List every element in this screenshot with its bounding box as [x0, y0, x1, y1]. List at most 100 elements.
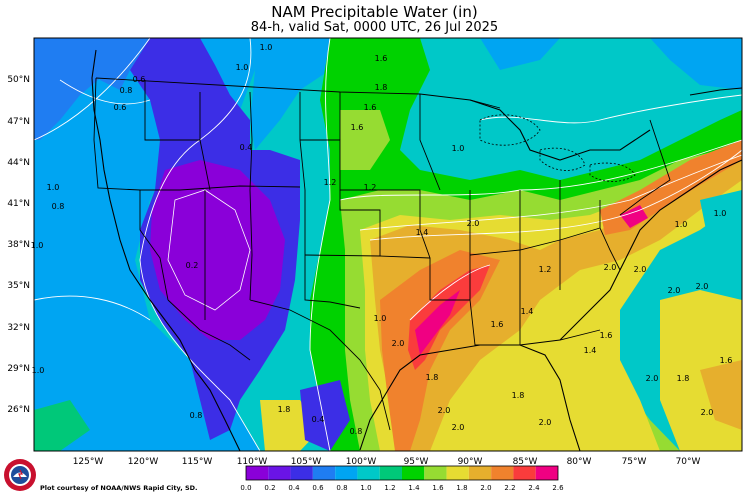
contour-label: 1.6 — [720, 356, 733, 365]
contour-label: 2.0 — [696, 282, 709, 291]
contour-label: 2.0 — [392, 339, 405, 348]
field-yellowgreen-1 — [340, 110, 390, 170]
contour-label: 1.6 — [351, 123, 364, 132]
colorbar-tick-label: 0.2 — [264, 484, 275, 492]
state-borders — [93, 77, 671, 431]
colorbar-swatch — [335, 466, 358, 480]
contour-label: 1.6 — [491, 320, 504, 329]
contour-label: 2.0 — [701, 408, 714, 417]
contour-label: 1.4 — [521, 307, 534, 316]
lon-label: 105°W — [291, 457, 322, 467]
contour-label: 1.8 — [426, 373, 439, 382]
contour-label: 1.0 — [47, 183, 60, 192]
colorbar-tick-label: 1.4 — [408, 484, 420, 492]
contour-label: 0.8 — [190, 411, 203, 420]
colorbar-tick-label: 1.2 — [384, 484, 395, 492]
lon-label: 110°W — [237, 457, 268, 467]
lon-label: 70°W — [676, 457, 701, 467]
nws-logo-bolt-icon — [18, 469, 23, 480]
contour-label: 2.0 — [634, 265, 647, 274]
contour-label: 0.8 — [52, 202, 65, 211]
map-field — [34, 38, 742, 451]
lon-label: 80°W — [567, 457, 592, 467]
colorbar-tick-label: 2.0 — [480, 484, 491, 492]
contour-label: 1.6 — [600, 331, 613, 340]
field-blue-mexico — [300, 380, 350, 451]
contour-label: 0.8 — [350, 427, 363, 436]
colorbar: 0.0 0.2 0.4 0.6 0.8 1.0 1.2 1.4 1.6 1.8 2.0 2.2 2.4 2… — [240, 465, 564, 492]
lon-label: 85°W — [513, 457, 538, 467]
contour-label: 1.0 — [236, 63, 249, 72]
contour-label: 0.2 — [186, 261, 199, 270]
contour-label: 0.4 — [312, 415, 325, 424]
contour-label: 1.8 — [278, 405, 291, 414]
field-cyan-ocean — [700, 190, 742, 260]
latitude-labels: 50°N 47°N 44°N 41°N 38°N 35°N 32°N 29°N 26°N — [7, 75, 30, 415]
colorbar-swatch — [312, 466, 336, 480]
map-subtitle: 84-h, valid Sat, 0000 UTC, 26 Jul 2025 — [250, 20, 499, 35]
field-orange-light-band — [370, 150, 742, 451]
nws-logo — [4, 459, 36, 491]
colorbar-swatch — [513, 466, 536, 480]
contour-label: 1.8 — [512, 391, 525, 400]
field-blue-nw — [34, 38, 120, 140]
contour-label: 1.8 — [677, 374, 690, 383]
contour-label: 1.4 — [416, 228, 429, 237]
field-green-pacific — [34, 400, 90, 451]
colorbar-swatch — [491, 466, 514, 480]
contour-label: 1.6 — [364, 103, 377, 112]
contour-label: 1.8 — [375, 83, 388, 92]
colorbar-tick-label: 2.4 — [528, 484, 540, 492]
contour-label: 1.0 — [374, 314, 387, 323]
contour-label: 1.0 — [31, 241, 44, 250]
colorbar-swatch — [268, 466, 291, 480]
lon-label: 100°W — [346, 457, 377, 467]
contour-label: 1.2 — [364, 183, 377, 192]
lon-label: 90°W — [458, 457, 483, 467]
lat-label: 26°N — [7, 405, 30, 415]
contour-label: 2.0 — [467, 219, 480, 228]
colorbar-tick-label: 0.0 — [240, 484, 251, 492]
contour-label: 2.0 — [539, 418, 552, 427]
field-lightblue-far-ne — [650, 38, 742, 90]
contour-label: 1.6 — [375, 54, 388, 63]
colorbar-swatch — [379, 466, 402, 480]
plot-credit: Plot courtesy of NOAA/NWS Rapid City, SD… — [40, 484, 198, 492]
nws-logo-cloud — [13, 472, 27, 477]
contour-label: 1.2 — [324, 178, 337, 187]
contour-label: 2.0 — [452, 423, 465, 432]
field-purple-inner — [167, 189, 251, 311]
lon-label: 95°W — [404, 457, 429, 467]
field-lightblue-west — [34, 38, 260, 451]
coastlines — [91, 49, 742, 451]
lat-label: 38°N — [7, 240, 30, 250]
field-magenta-core — [415, 290, 460, 355]
map-title: NAM Precipitable Water (in) — [271, 3, 478, 21]
lon-label: 125°W — [73, 457, 104, 467]
colorbar-tick-label: 0.6 — [312, 484, 324, 492]
lon-label: 120°W — [128, 457, 159, 467]
colorbar-swatch — [357, 466, 380, 480]
field-magenta-ne — [620, 205, 648, 228]
contour-label: 1.4 — [584, 346, 597, 355]
colorbar-tick-label: 1.6 — [432, 484, 444, 492]
colorbar-tick-label: 2.2 — [504, 484, 515, 492]
field-lightblue-ne — [480, 38, 560, 70]
colorbar-swatch — [535, 466, 558, 480]
field-orange-ocean — [700, 360, 742, 430]
contour-label: 1.0 — [452, 144, 465, 153]
colorbar-tick-label: 0.8 — [336, 484, 347, 492]
colorbar-swatch — [446, 466, 469, 480]
colorbar-tick-label: 1.0 — [360, 484, 371, 492]
field-red-core — [408, 265, 490, 370]
colorbar-frame — [245, 465, 559, 481]
great-lakes — [479, 114, 636, 182]
contour-label: 2.0 — [438, 406, 451, 415]
contour-label: 0.6 — [114, 103, 127, 112]
lat-label: 44°N — [7, 158, 30, 168]
longitude-labels: 125°W 120°W 115°W 110°W 105°W 100°W 95°W 90°W 85… — [73, 457, 701, 467]
lat-label: 41°N — [7, 199, 30, 209]
lat-label: 29°N — [7, 364, 30, 374]
contour-labels: 1.01.60.60.81.01.81.60.61.61.00.41.21.00… — [31, 43, 733, 436]
